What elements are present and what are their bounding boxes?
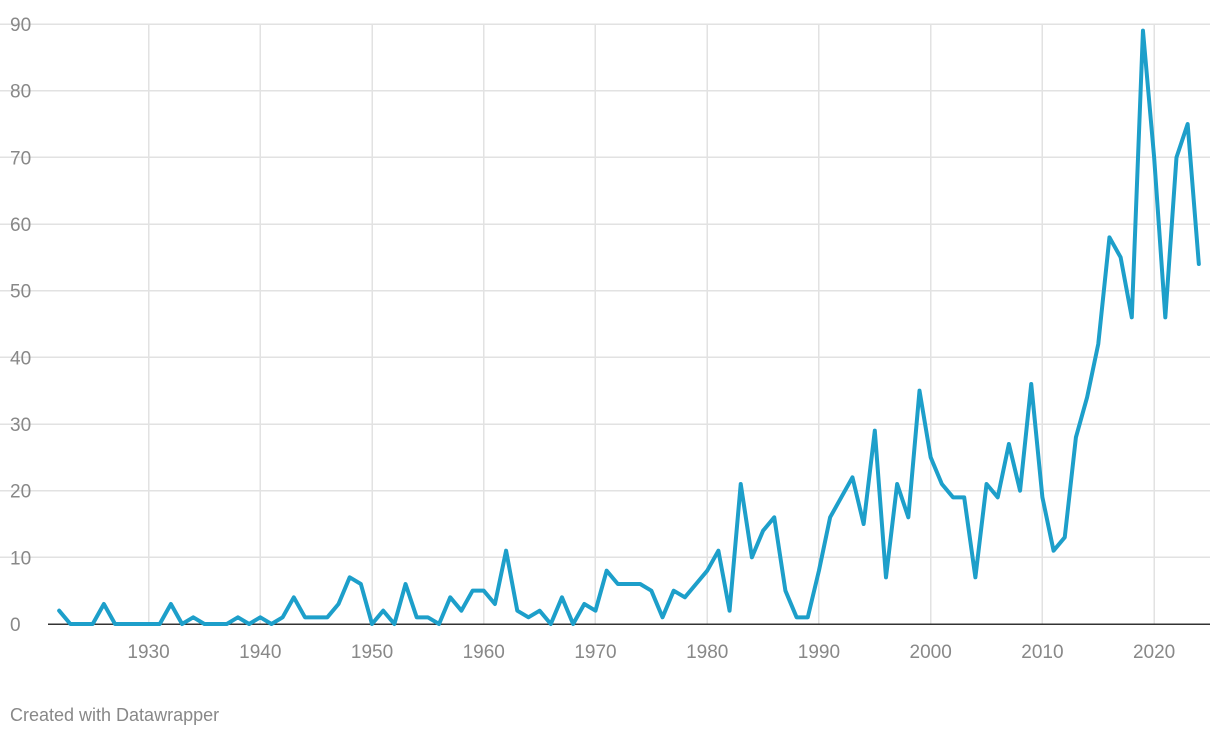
x-tick-label: 1930 <box>127 642 169 663</box>
x-tick-label: 1950 <box>351 642 393 663</box>
x-tick-label: 2000 <box>910 642 952 663</box>
datawrapper-credit: Created with Datawrapper <box>10 705 220 725</box>
x-tick-label: 1960 <box>463 642 505 663</box>
axis-tick-labels: 0 10 20 30 40 50 60 70 80 90 1930 1940 1950 1960 1970 1… <box>10 15 1175 663</box>
y-tick-label: 30 <box>10 415 31 436</box>
x-tick-label: 1980 <box>686 642 728 663</box>
y-tick-label: 50 <box>10 282 31 303</box>
y-tick-label: 60 <box>10 215 31 236</box>
x-tick-label: 1990 <box>798 642 840 663</box>
y-tick-label: 80 <box>10 82 31 103</box>
y-tick-label: 40 <box>10 348 31 369</box>
x-tick-label: 2020 <box>1133 642 1175 663</box>
series-layer <box>57 28 1201 626</box>
x-tick-label: 2010 <box>1021 642 1063 663</box>
series-line <box>57 28 1201 626</box>
y-tick-label: 70 <box>10 148 31 169</box>
x-tick-label: 1970 <box>574 642 616 663</box>
x-tick-label: 1940 <box>239 642 281 663</box>
y-tick-label: 10 <box>10 548 31 569</box>
y-tick-label: 20 <box>10 482 31 503</box>
y-tick-label: 90 <box>10 15 31 36</box>
y-tick-label: 0 <box>10 615 21 636</box>
gridlines <box>0 23 1210 625</box>
